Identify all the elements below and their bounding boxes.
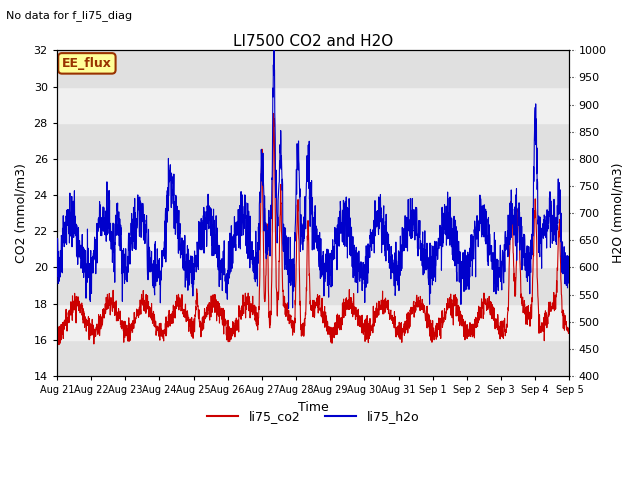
Y-axis label: H2O (mmol/m3): H2O (mmol/m3) — [612, 163, 625, 264]
Bar — [57, 123, 570, 159]
Bar — [57, 50, 570, 86]
Title: LI7500 CO2 and H2O: LI7500 CO2 and H2O — [233, 34, 393, 49]
Bar — [57, 231, 570, 267]
Bar — [57, 159, 570, 195]
Bar — [57, 267, 570, 303]
Legend: li75_co2, li75_h2o: li75_co2, li75_h2o — [202, 405, 424, 428]
Text: No data for f_li75_diag: No data for f_li75_diag — [6, 10, 132, 21]
X-axis label: Time: Time — [298, 400, 328, 413]
Text: EE_flux: EE_flux — [62, 57, 112, 70]
Y-axis label: CO2 (mmol/m3): CO2 (mmol/m3) — [15, 163, 28, 263]
Bar — [57, 340, 570, 376]
Bar — [57, 195, 570, 231]
Bar — [57, 86, 570, 123]
Bar — [57, 303, 570, 340]
